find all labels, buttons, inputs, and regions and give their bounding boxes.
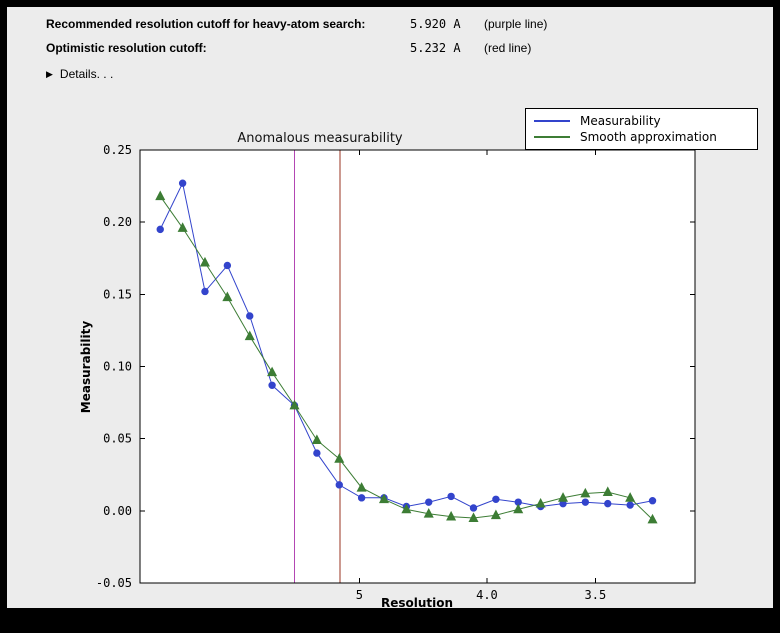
legend-line-sample-blue <box>534 120 570 122</box>
optimistic-cutoff-note: (red line) <box>484 41 532 55</box>
svg-text:4.0: 4.0 <box>476 588 498 602</box>
chart-legend: Measurability Smooth approximation <box>525 108 758 150</box>
svg-text:3.5: 3.5 <box>585 588 607 602</box>
svg-text:0.10: 0.10 <box>103 360 132 374</box>
legend-entry-smooth-approximation: Smooth approximation <box>534 129 749 145</box>
chart-title: Anomalous measurability <box>237 131 403 146</box>
disclosure-triangle-icon: ▶ <box>46 68 53 79</box>
y-axis-label: Measurability <box>79 320 93 414</box>
svg-text:0.25: 0.25 <box>103 143 132 157</box>
svg-text:0.20: 0.20 <box>103 215 132 229</box>
recommended-cutoff-label: Recommended resolution cutoff for heavy-… <box>46 17 366 31</box>
svg-text:5: 5 <box>356 588 363 602</box>
recommended-cutoff-row: Recommended resolution cutoff for heavy-… <box>7 17 773 33</box>
recommended-cutoff-value: 5.920 A <box>410 17 461 31</box>
optimistic-cutoff-value: 5.232 A <box>410 41 461 55</box>
legend-entry-measurability: Measurability <box>534 113 749 129</box>
details-disclosure-toggle[interactable]: ▶ Details. . . <box>46 66 113 82</box>
legend-label: Smooth approximation <box>580 130 717 144</box>
legend-line-sample-green <box>534 136 570 138</box>
svg-text:0.05: 0.05 <box>103 432 132 446</box>
svg-text:0.15: 0.15 <box>103 287 132 301</box>
details-label: Details. . . <box>59 67 114 81</box>
legend-label: Measurability <box>580 114 661 128</box>
optimistic-cutoff-row: Optimistic resolution cutoff: 5.232 A (r… <box>7 41 773 57</box>
recommended-cutoff-note: (purple line) <box>484 17 548 31</box>
x-axis-label: Resolution <box>380 596 454 610</box>
optimistic-cutoff-label: Optimistic resolution cutoff: <box>46 41 207 55</box>
svg-text:-0.05: -0.05 <box>96 576 132 590</box>
svg-text:0.00: 0.00 <box>103 504 132 518</box>
